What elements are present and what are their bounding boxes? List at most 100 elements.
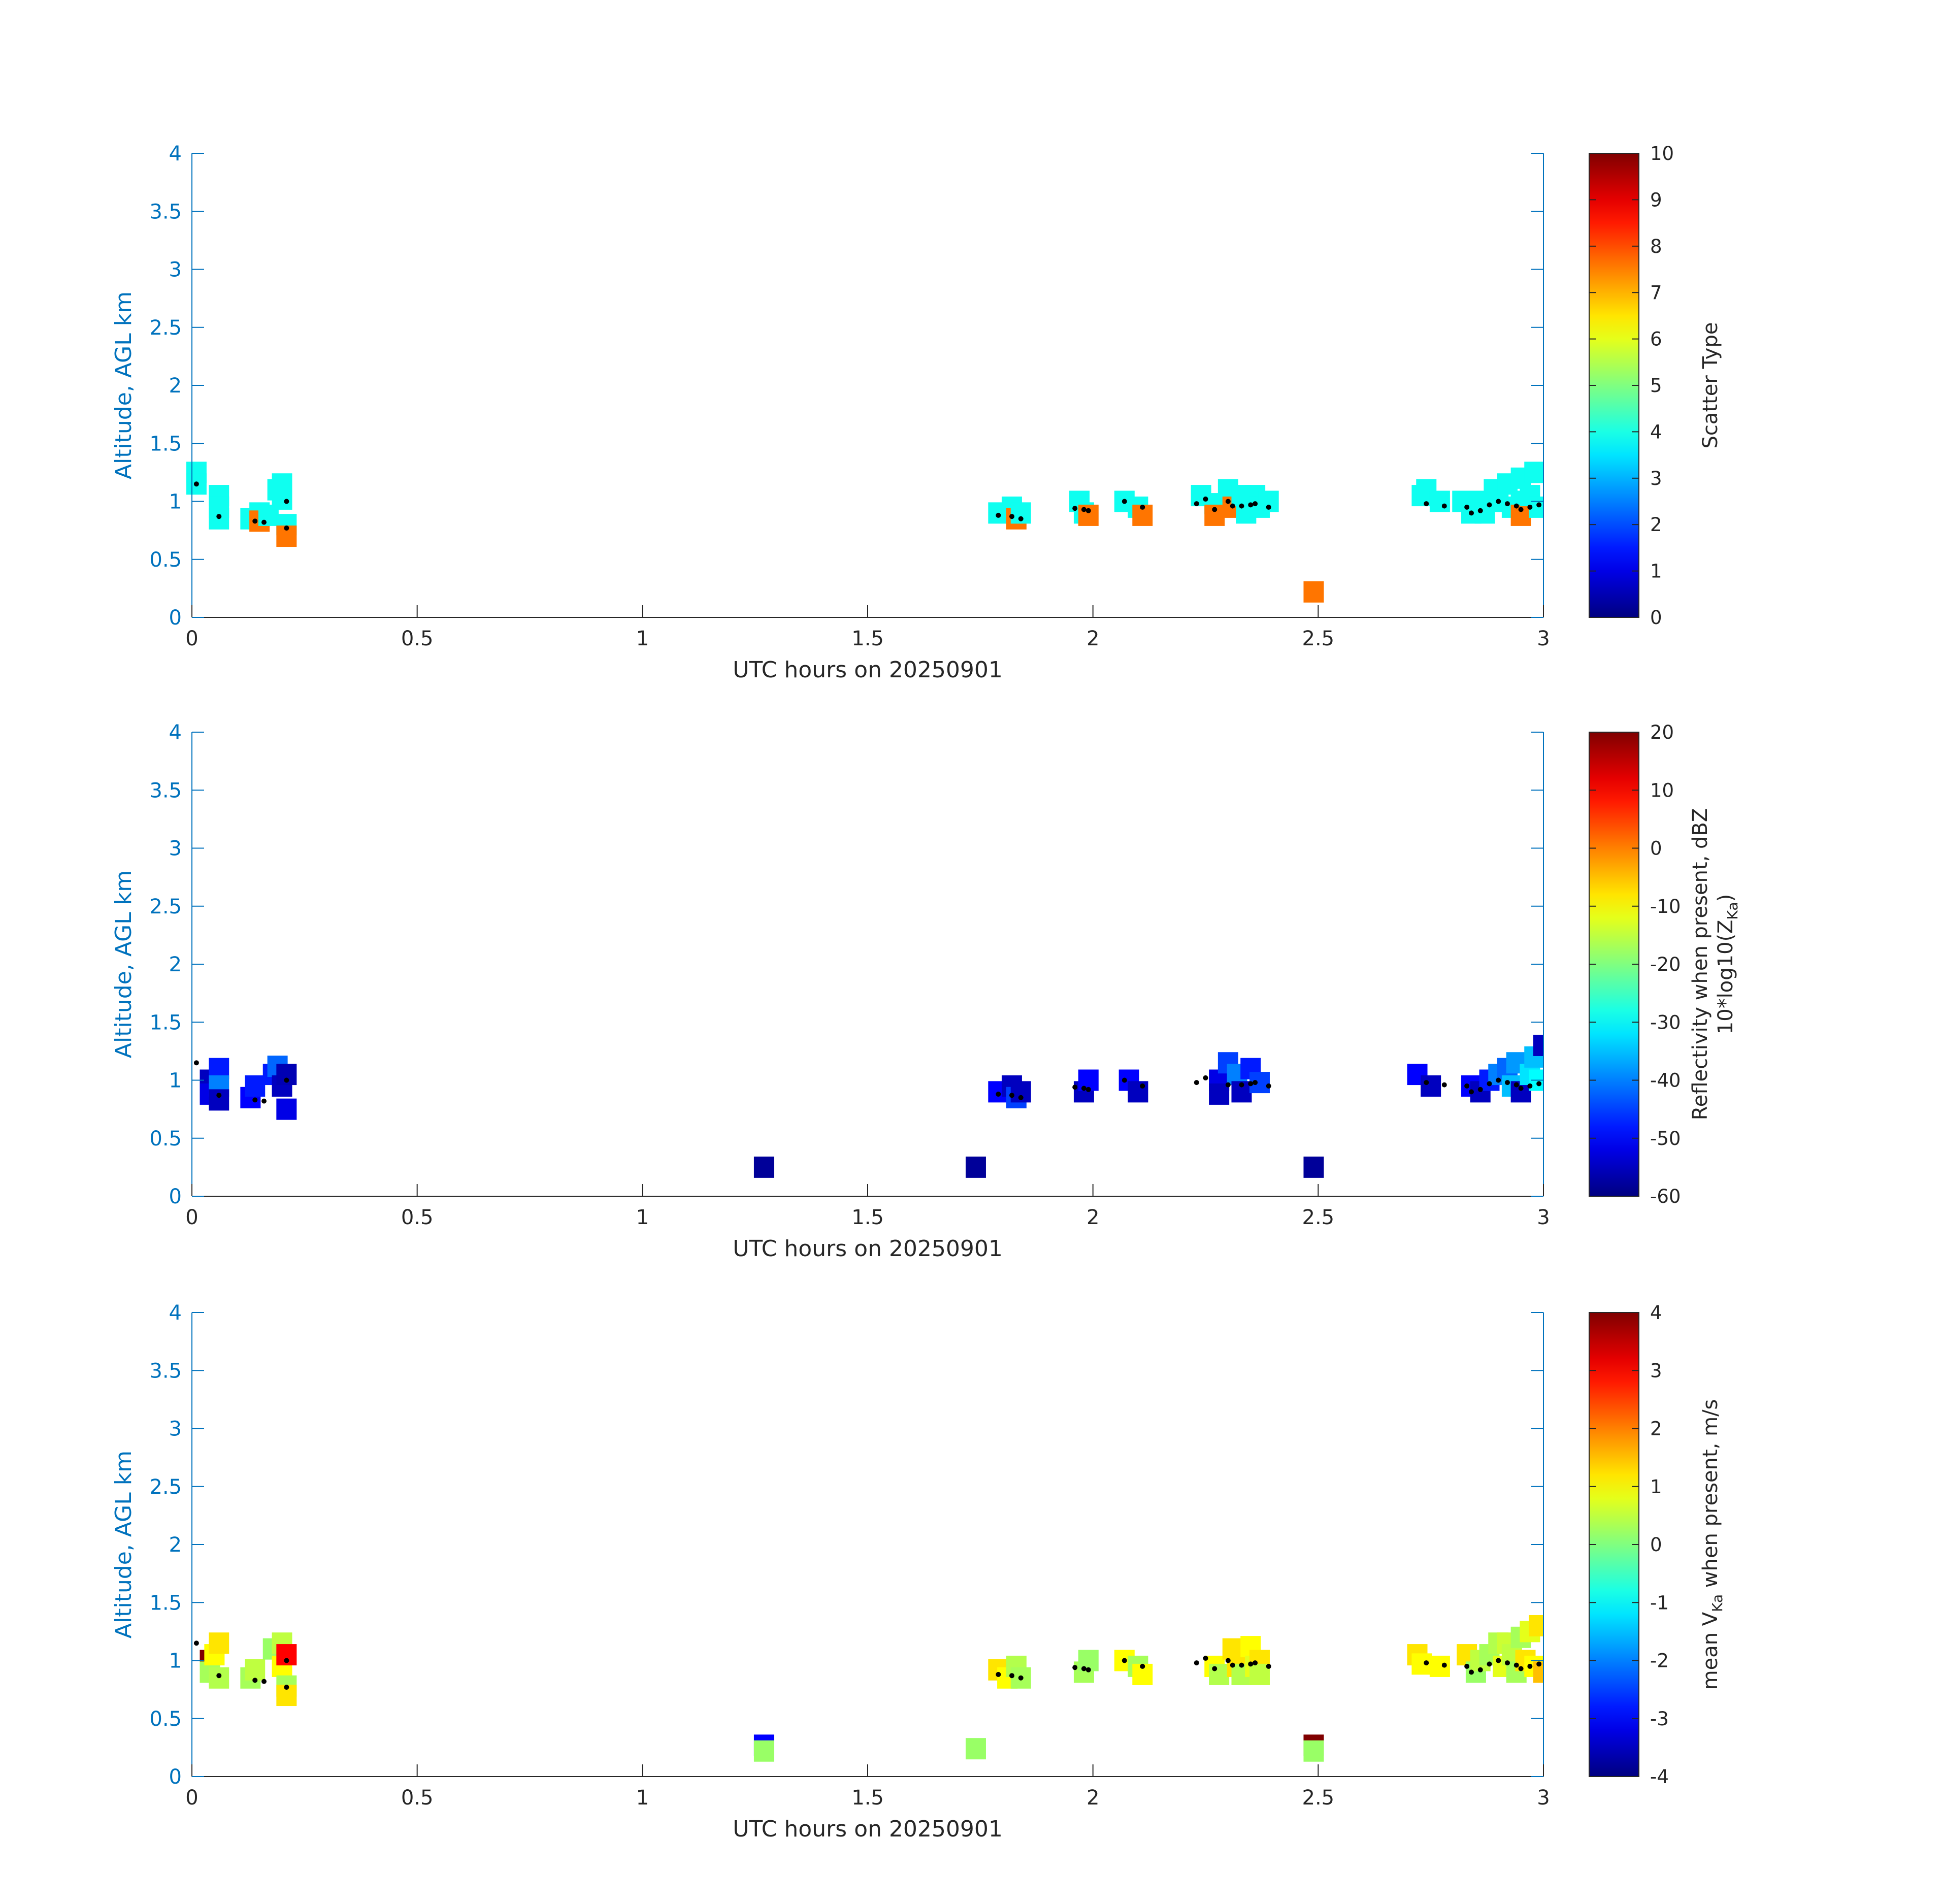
y-tick-label: 2.5 (149, 895, 182, 918)
data-cell (1128, 1081, 1148, 1103)
cloud-base-dot (1009, 1673, 1014, 1679)
cloud-base-dot (284, 1685, 289, 1690)
data-cell (1209, 1663, 1230, 1685)
y-axis-label: Altitude, AGL km (111, 870, 137, 1058)
cloud-base-dot (1085, 1667, 1091, 1672)
cloud-base-dot (1496, 499, 1501, 504)
cloud-base-dot (1072, 1085, 1078, 1090)
y-tick-label: 0.5 (149, 1127, 182, 1151)
cloud-base-dot (1194, 501, 1199, 507)
cloud-base-dot (261, 1098, 267, 1104)
cloud-base-dot (1239, 1082, 1244, 1088)
data-cell (1078, 504, 1099, 526)
cloud-base-dots (193, 481, 1542, 531)
cloud-base-dot (1518, 507, 1524, 512)
cloud-base-dot (1527, 1083, 1533, 1089)
cloud-base-dot (284, 1077, 289, 1083)
x-tick-label: 1.5 (851, 1786, 884, 1810)
cloud-base-dot (1122, 1077, 1127, 1083)
colorbar: 0 1 2 3 4 5 6 7 8 9 10 Scatter Type (1589, 143, 1722, 629)
y-tick-label: 1 (169, 1650, 182, 1673)
data-cell (965, 1738, 986, 1760)
x-axis-label: UTC hours on 20250901 (733, 1236, 1003, 1262)
cloud-base-dot (996, 512, 1001, 518)
x-tick-label: 0 (185, 627, 198, 650)
data-cell (1533, 1034, 1543, 1056)
cloud-base-dot (1239, 503, 1244, 509)
colorbar-tick-label: 10 (1650, 779, 1674, 801)
y-tick-label: 1.5 (149, 432, 182, 455)
cloud-base-dot (1477, 508, 1483, 513)
colorbar-tick-label: -4 (1650, 1766, 1669, 1788)
x-tick-label: 2 (1087, 1786, 1099, 1810)
cloud-base-dot (1469, 510, 1474, 516)
cloud-base-dot (1081, 1086, 1087, 1091)
colorbar-tick-label: 1 (1650, 561, 1662, 582)
cloud-base-dot (1018, 1675, 1024, 1681)
colorbar-label: Reflectivity when present, dBZ (1689, 808, 1712, 1121)
data-cell (245, 1659, 266, 1681)
cloud-base-dot (1513, 1082, 1519, 1088)
cloud-base-dot (1212, 507, 1217, 512)
y-tick-label: 1.5 (149, 1011, 182, 1034)
cloud-base-dot (1266, 1663, 1271, 1669)
x-tick-label: 0.5 (401, 1786, 434, 1810)
y-tick-label: 4 (169, 721, 182, 744)
cloud-base-dot (1072, 506, 1078, 511)
cloud-base-dot (1424, 1660, 1429, 1666)
cloud-base-dot (1253, 1080, 1258, 1086)
cloud-base-dot (261, 519, 267, 525)
colorbar-tick-label: 0 (1650, 1534, 1662, 1556)
y-tick-label: 0.5 (149, 1708, 182, 1731)
colorbar-tick-label: 3 (1650, 1360, 1662, 1382)
colorbar-label-subscript: Ka (1724, 902, 1741, 920)
cloud-base-dot (216, 514, 222, 519)
data-cell (1209, 1083, 1230, 1105)
cloud-base-dot (1469, 1669, 1474, 1675)
cloud-base-dot (1266, 1083, 1271, 1089)
colorbar-label: mean VKa when present, m/s (1699, 1399, 1726, 1690)
colorbar-tick-label: 7 (1650, 282, 1662, 304)
cloud-base-dot (1194, 1660, 1199, 1666)
cloud-base-dot (1248, 1081, 1254, 1087)
cloud-base-dots (193, 1060, 1542, 1104)
x-tick-label: 1 (636, 1206, 649, 1229)
colorbar: -60 -50 -40 -30 -20 -10 0 10 20 Reflectivity when… (1589, 721, 1741, 1207)
cloud-base-dot (1085, 508, 1091, 513)
y-axis-label: Altitude, AGL km (111, 291, 137, 479)
colorbar-tick-label: -1 (1650, 1592, 1669, 1614)
x-tick-label: 1.5 (851, 627, 884, 650)
colorbar-tick-label: -60 (1650, 1186, 1681, 1207)
cloud-base-dot (1496, 1658, 1501, 1663)
cloud-base-dot (1441, 503, 1447, 509)
cloud-base-dot (1248, 502, 1254, 508)
cloud-base-dot (1203, 496, 1208, 502)
colorbar-tick-label: 6 (1650, 329, 1662, 350)
y-tick-label: 3 (169, 1418, 182, 1441)
cloud-base-dot (1527, 1663, 1533, 1669)
colorbar-fill (1589, 1312, 1639, 1777)
data-cell (209, 1632, 229, 1654)
colorbar-tick-label: -50 (1650, 1128, 1681, 1150)
panel-mean-velocity: 0 0.5 1 1.5 2 2.5 3 0 0.5 1 1.5 2 2.5 3 3.5 4 UTC hours … (111, 1301, 1726, 1842)
cloud-base-dot (1505, 501, 1510, 507)
colorbar-label-text: Scatter Type (1699, 322, 1722, 449)
y-tick-label: 4 (169, 1301, 182, 1325)
data-cell (1303, 1156, 1324, 1178)
colorbar-tick-label: 0 (1650, 838, 1662, 860)
cloud-base-dot (252, 518, 258, 524)
cloud-base-dot (996, 1671, 1001, 1677)
cloud-base-dot (261, 1679, 267, 1684)
cloud-base-dot (1424, 501, 1429, 507)
cloud-base-dot (284, 1658, 289, 1663)
colorbar-tick-label: -20 (1650, 954, 1681, 975)
data-cell (272, 488, 292, 510)
data-cell (753, 1156, 774, 1178)
cloud-base-dot (1140, 504, 1145, 510)
cloud-base-dot (1477, 1667, 1483, 1672)
data-cell (1524, 462, 1543, 483)
cloud-base-dot (216, 1673, 222, 1679)
cloud-base-dot (996, 1091, 1001, 1097)
colorbar-tick-label: -40 (1650, 1070, 1681, 1092)
cloud-base-dot (1225, 1658, 1231, 1663)
